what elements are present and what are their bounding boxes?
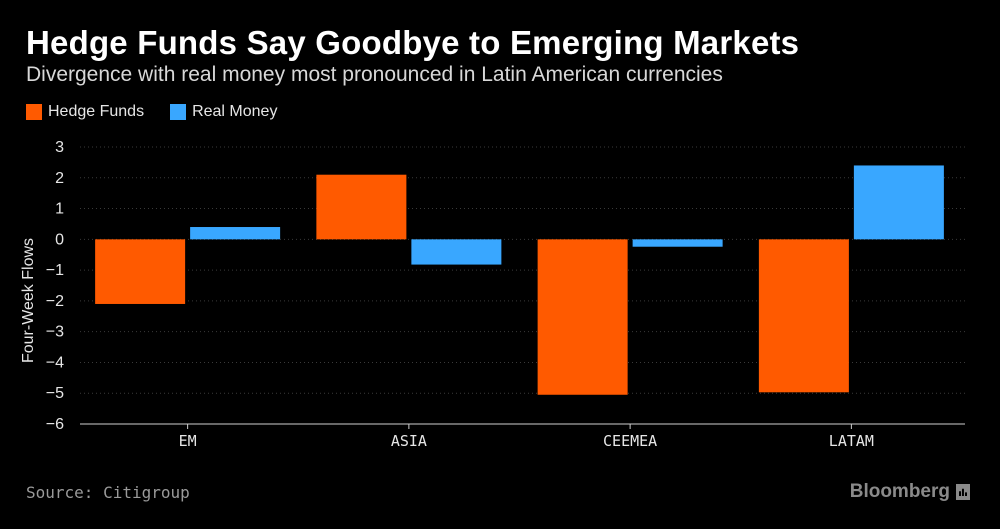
- y-axis-label: Four-Week Flows: [20, 238, 37, 363]
- bar-hedge-funds: [95, 239, 186, 304]
- bloomberg-bar-icon: [956, 484, 970, 500]
- bar-hedge-funds: [316, 174, 407, 240]
- bar-real-money: [190, 227, 281, 240]
- y-tick-label: −4: [46, 354, 64, 371]
- chart-title: Hedge Funds Say Goodbye to Emerging Mark…: [26, 24, 800, 61]
- brand-name: Bloomberg: [849, 481, 950, 502]
- bar-hedge-funds: [758, 239, 849, 393]
- x-tick-label: ASIA: [391, 432, 427, 450]
- y-tick-label: −5: [46, 385, 64, 402]
- legend-item-real-money: Real Money: [170, 103, 277, 121]
- y-tick-label: −1: [46, 262, 64, 279]
- bar-real-money: [411, 239, 502, 265]
- chart-subtitle: Divergence with real money most pronounc…: [26, 63, 723, 86]
- x-tick-label: LATAM: [829, 432, 874, 450]
- y-tick-label: 2: [55, 170, 64, 187]
- legend-item-hedge-funds: Hedge Funds: [26, 103, 144, 121]
- bar-hedge-funds: [537, 239, 628, 395]
- y-tick-label: 0: [55, 231, 64, 248]
- bar-real-money: [632, 239, 723, 247]
- y-tick-label: 3: [55, 139, 64, 156]
- legend-label-real-money: Real Money: [192, 103, 278, 120]
- source-note: Source: Citigroup: [26, 483, 190, 502]
- x-tick-label: EM: [179, 432, 197, 450]
- brand-logo: Bloomberg: [850, 481, 970, 503]
- y-tick-label: −2: [46, 293, 64, 310]
- y-tick-label: 1: [55, 201, 64, 218]
- y-tick-label: −6: [46, 416, 64, 433]
- y-tick-label: −3: [46, 324, 64, 341]
- legend-label-hedge-funds: Hedge Funds: [48, 103, 145, 120]
- legend-swatch-hedge-funds: [26, 104, 42, 120]
- x-tick-label: CEEMEA: [603, 432, 657, 450]
- legend-swatch-real-money: [170, 104, 187, 120]
- legend: Hedge Funds Real Money: [26, 103, 293, 121]
- bar-real-money: [853, 165, 944, 240]
